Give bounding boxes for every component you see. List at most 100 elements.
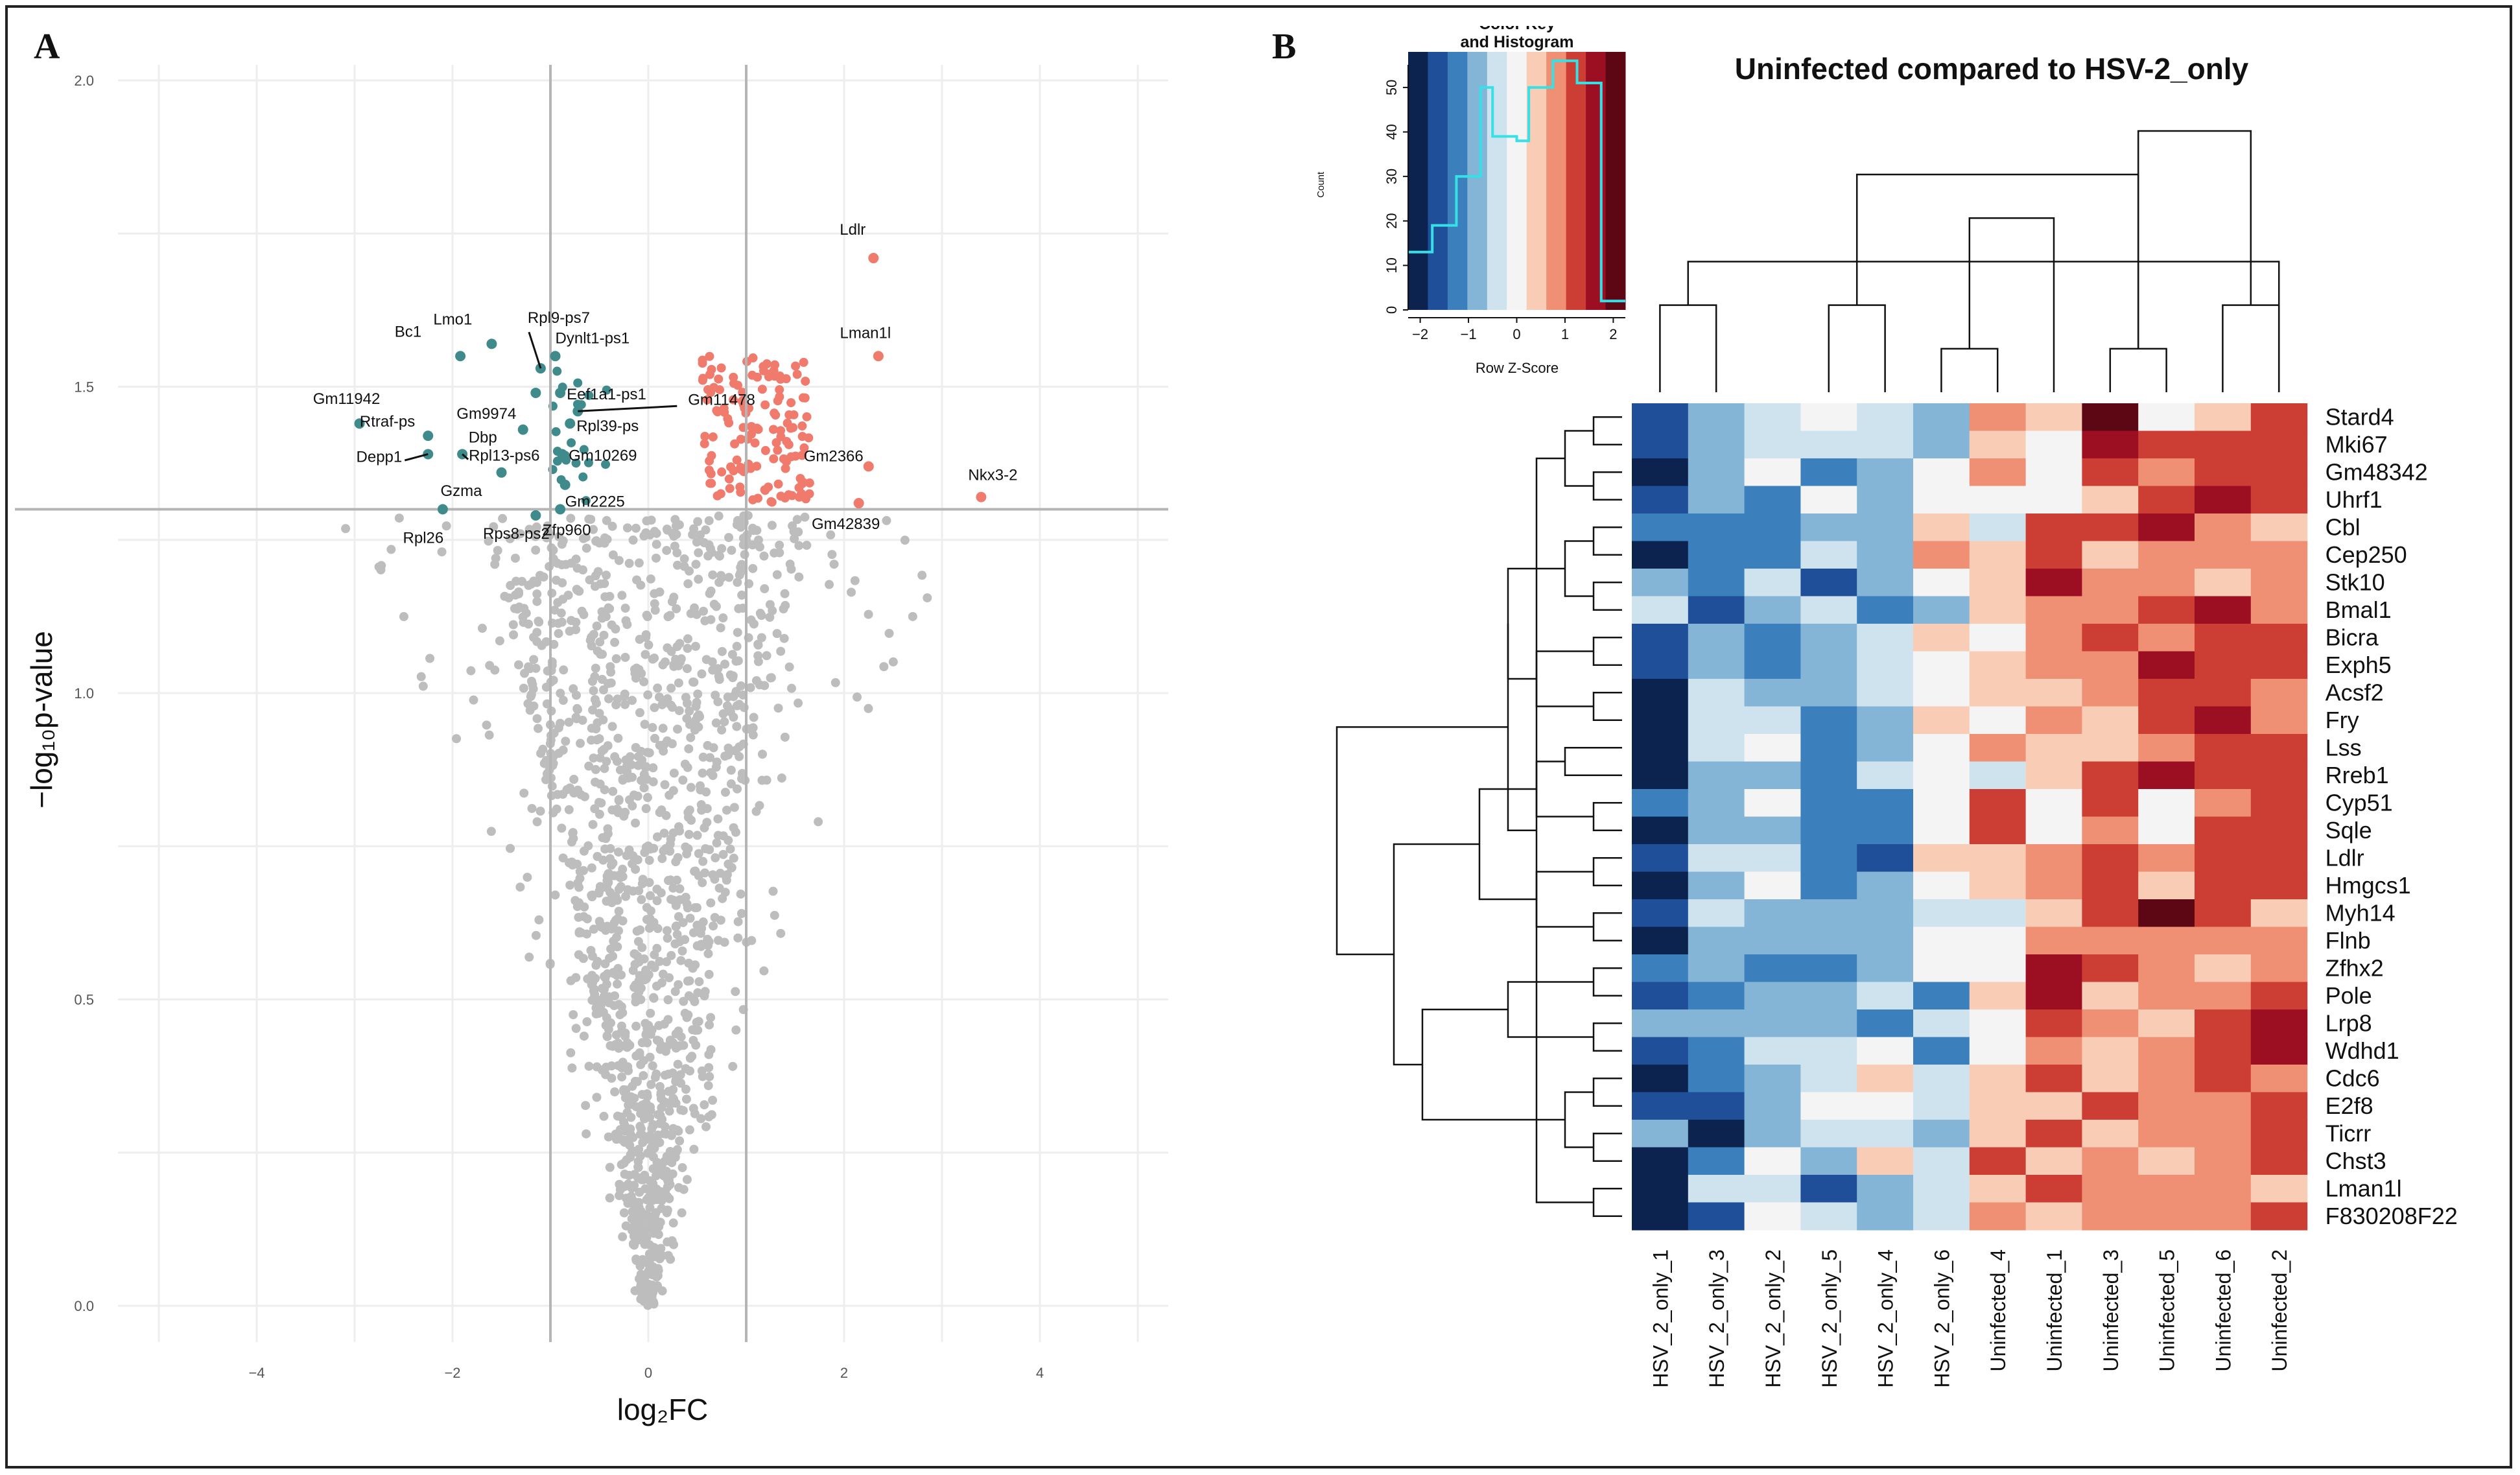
heatmap-cell	[2250, 1092, 2308, 1120]
nonsignificant-point	[637, 775, 646, 785]
nonsignificant-point	[618, 1232, 628, 1242]
upregulated-point	[802, 412, 812, 421]
nonsignificant-point	[442, 521, 451, 531]
heatmap-cell	[2195, 1120, 2252, 1148]
column-label: HSV_2_only_3	[1705, 1249, 1728, 1387]
nonsignificant-point	[525, 705, 535, 715]
upregulated-point	[698, 355, 707, 365]
heatmap-cell	[1800, 596, 1857, 624]
nonsignificant-point	[554, 748, 563, 758]
nonsignificant-point	[686, 733, 696, 742]
nonsignificant-point	[715, 551, 725, 561]
row-label: Sqle	[2326, 817, 2372, 844]
nonsignificant-point	[631, 1254, 641, 1264]
heatmap-cell	[2025, 458, 2082, 487]
gene-label-nkx3-2: Nkx3-2	[968, 467, 1017, 484]
heatmap-cell	[1632, 816, 1689, 845]
nonsignificant-point	[624, 845, 634, 855]
nonsignificant-point	[675, 884, 685, 893]
nonsignificant-point	[637, 895, 646, 904]
upregulated-point	[705, 351, 714, 361]
downregulated-point	[552, 366, 562, 376]
color-key-band	[1605, 52, 1626, 310]
nonsignificant-point	[674, 980, 683, 989]
nonsignificant-point	[698, 752, 708, 762]
nonsignificant-point	[676, 654, 686, 664]
nonsignificant-point	[728, 673, 738, 683]
heatmap-cell	[2025, 486, 2082, 514]
heatmap-title: Uninfected compared to HSV-2_only	[1735, 52, 2249, 86]
nonsignificant-point	[673, 724, 683, 734]
nonsignificant-point	[707, 657, 717, 667]
x-tick-label: −4	[248, 1365, 265, 1381]
upregulated-point	[746, 464, 755, 473]
heatmap-cell	[2195, 844, 2252, 873]
column-dendrogram-branch	[2222, 304, 2280, 392]
column-dendrogram-branch	[1659, 304, 1717, 392]
nonsignificant-point	[775, 540, 784, 550]
nonsignificant-point	[674, 678, 683, 688]
heatmap-cell	[1857, 1147, 1914, 1175]
nonsignificant-point	[650, 599, 659, 609]
nonsignificant-point	[602, 515, 611, 525]
nonsignificant-point	[908, 611, 917, 621]
nonsignificant-point	[682, 664, 692, 674]
nonsignificant-point	[608, 786, 618, 796]
labeled-point-gm42839	[853, 498, 864, 509]
nonsignificant-point	[374, 562, 384, 572]
nonsignificant-point	[677, 1208, 687, 1218]
heatmap-cell	[1688, 871, 1745, 900]
heatmap-cell	[2138, 761, 2195, 790]
row-dendrogram-branch	[1592, 471, 1622, 501]
row-dendrogram-branch	[1393, 843, 1479, 1066]
nonsignificant-point	[631, 1147, 641, 1157]
nonsignificant-point	[740, 550, 749, 560]
nonsignificant-point	[692, 831, 702, 840]
nonsignificant-point	[606, 662, 615, 672]
heatmap-cell	[2195, 1202, 2252, 1231]
nonsignificant-point	[676, 1032, 686, 1042]
nonsignificant-point	[714, 883, 724, 893]
nonsignificant-point	[683, 812, 693, 822]
heatmap-cell	[1800, 1147, 1857, 1175]
nonsignificant-point	[608, 951, 618, 961]
heatmap-cell	[1969, 844, 2027, 873]
nonsignificant-point	[696, 928, 705, 938]
gene-leader-line	[578, 405, 677, 412]
nonsignificant-point	[673, 1059, 683, 1069]
nonsignificant-point	[708, 665, 718, 675]
heatmap-cell	[1913, 651, 1970, 679]
nonsignificant-point	[632, 1077, 642, 1087]
heatmap-cell	[1632, 734, 1689, 762]
heatmap-cell	[1744, 1175, 1801, 1203]
nonsignificant-point	[639, 1056, 648, 1065]
nonsignificant-point	[653, 1135, 663, 1145]
gene-label-dynlt1-ps1: Dynlt1-ps1	[556, 329, 630, 347]
heatmap-cell	[2082, 1202, 2139, 1231]
nonsignificant-point	[759, 551, 769, 561]
nonsignificant-point	[595, 709, 604, 718]
row-label: Exph5	[2326, 652, 2392, 678]
heatmap-cell	[2138, 513, 2195, 542]
heatmap-cell	[2082, 871, 2139, 900]
nonsignificant-point	[561, 737, 571, 746]
nonsignificant-point	[714, 511, 724, 521]
nonsignificant-point	[814, 817, 823, 827]
heatmap-cell	[1632, 541, 1689, 569]
column-label: HSV_2_only_2	[1761, 1249, 1785, 1387]
nonsignificant-point	[572, 584, 582, 594]
nonsignificant-point	[736, 563, 746, 572]
color-key-band	[1546, 52, 1567, 310]
key-x-tick-label: −1	[1461, 326, 1477, 342]
heatmap-cell	[1688, 982, 1745, 1010]
heatmap-cell	[2082, 1065, 2139, 1093]
nonsignificant-point	[682, 698, 692, 708]
column-label: Uninfected_2	[2268, 1249, 2291, 1372]
heatmap-cell	[2082, 1175, 2139, 1203]
nonsignificant-point	[720, 787, 730, 797]
nonsignificant-point	[664, 1087, 674, 1096]
heatmap-cell	[1969, 596, 2027, 624]
heatmap-cell	[2025, 679, 2082, 707]
heatmap-cell	[2025, 1202, 2082, 1231]
nonsignificant-point	[588, 705, 598, 715]
